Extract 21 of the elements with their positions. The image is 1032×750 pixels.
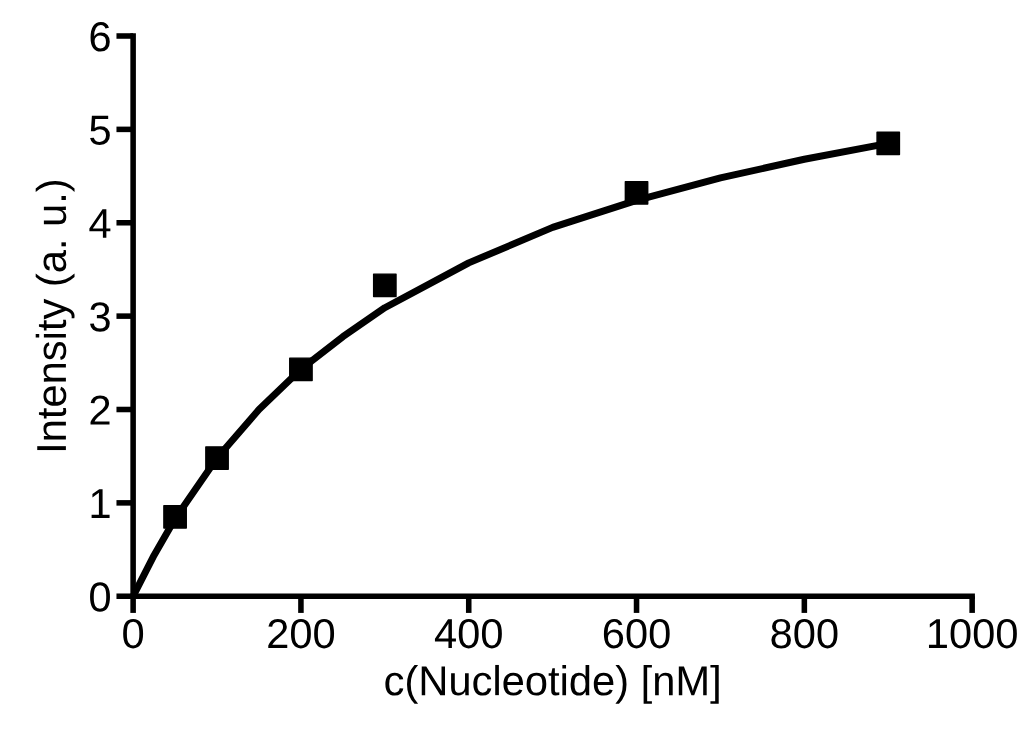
x-tick-label: 200 — [268, 618, 335, 649]
y-tick-label: 4 — [89, 209, 111, 238]
point — [205, 446, 229, 470]
y-tick-label: 3 — [90, 302, 110, 332]
y-axis-title: Intensity (a. u.) — [35, 180, 75, 451]
x-axis-title: c(Nucleotide) [nM] — [385, 664, 719, 704]
point — [876, 131, 901, 156]
point — [372, 273, 397, 298]
x-tick-label: 600 — [603, 618, 670, 649]
x-tick-label: 0 — [123, 618, 144, 649]
y-tick-label: 0 — [90, 582, 110, 612]
y-tick-label: 5 — [90, 115, 110, 145]
point — [624, 180, 649, 205]
point — [289, 357, 313, 382]
point — [163, 504, 187, 529]
x-tick-label: 1000 — [928, 618, 1017, 649]
x-tick-label: 400 — [434, 618, 502, 649]
y-tick-label: 1 — [91, 489, 110, 518]
y-tick-label: 2 — [90, 395, 110, 425]
y-tick-label: 6 — [90, 22, 110, 52]
x-tick-label: 800 — [771, 618, 838, 649]
